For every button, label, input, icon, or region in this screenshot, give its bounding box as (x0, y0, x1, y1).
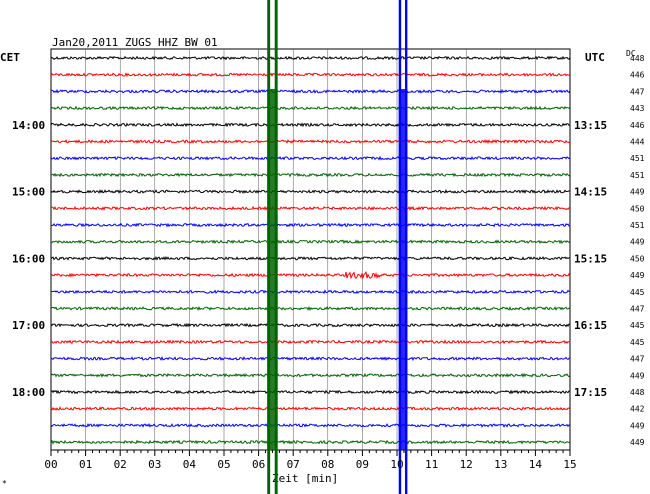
trace-row (50, 406, 571, 412)
dc-header-label: DC (626, 49, 636, 58)
dc-value: 449 (630, 421, 645, 430)
trace-row (50, 88, 571, 94)
x-tick-label: 07 (287, 458, 300, 471)
dc-value: 447 (630, 355, 645, 364)
dc-value: 451 (630, 221, 645, 230)
left-hour-label: 16:00 (12, 252, 45, 265)
x-tick-label: 11 (425, 458, 438, 471)
trace-row (50, 255, 571, 261)
x-tick-label: 12 (460, 458, 473, 471)
dc-value: 442 (630, 405, 645, 414)
x-tick-label: 06 (252, 458, 265, 471)
right-hour-label: 16:15 (574, 319, 607, 332)
right-hour-labels: 13:15 14:15 15:15 16:15 17:15 (574, 119, 607, 399)
left-timezone-label: CET (0, 51, 20, 64)
dc-value: 449 (630, 438, 645, 447)
dc-value: 449 (630, 271, 645, 280)
dc-value: 447 (630, 305, 645, 314)
dc-value-labels: 448 446 447 443 446 444 451 451 449 450 451 449 450 4… (630, 54, 645, 447)
trace-row (50, 355, 571, 362)
x-tick-label: 05 (217, 458, 230, 471)
x-tick-label: 15 (563, 458, 576, 471)
x-tick-label: 04 (183, 458, 197, 471)
right-hour-label: 17:15 (574, 386, 607, 399)
trace-row (50, 72, 571, 78)
trace-row (50, 189, 571, 195)
trace-row (50, 122, 570, 128)
dc-value: 450 (630, 204, 645, 213)
x-tick-label: 08 (321, 458, 334, 471)
trace-row (50, 372, 571, 378)
x-tick-label: 01 (79, 458, 92, 471)
dc-value: 449 (630, 238, 645, 247)
dc-value: 446 (630, 121, 645, 130)
dc-value: 445 (630, 338, 645, 347)
trace-row (50, 271, 571, 280)
dc-value: 451 (630, 171, 645, 180)
event-group (267, 0, 408, 494)
trace-row (50, 239, 571, 245)
left-hour-label: 15:00 (12, 186, 45, 199)
left-hour-label: 17:00 (12, 319, 45, 332)
x-tick-label: 00 (44, 458, 57, 471)
dc-value: 444 (630, 138, 645, 147)
trace-row (50, 172, 571, 178)
dc-value: 450 (630, 254, 645, 263)
dc-value: 446 (630, 71, 645, 80)
trace-row (50, 139, 571, 144)
chart-title: Jan20,2011 ZUGS HHZ BW 01 (52, 36, 218, 49)
trace-row (50, 423, 571, 428)
trace-row (50, 105, 571, 111)
left-hour-label: 18:00 (12, 386, 45, 399)
x-tick-label: 03 (148, 458, 161, 471)
x-tick-label: 10 (390, 458, 403, 471)
dc-value: 443 (630, 104, 645, 113)
x-tick-label: 13 (494, 458, 507, 471)
trace-row (50, 205, 571, 211)
green-event-core (267, 89, 278, 450)
grid-lines (50, 48, 571, 451)
trace-row (50, 289, 571, 295)
trace-row (50, 55, 571, 61)
left-hour-label: 14:00 (12, 119, 45, 132)
right-hour-label: 15:15 (574, 252, 607, 265)
dc-value: 448 (630, 54, 645, 63)
x-axis: 00 01 02 03 04 05 06 07 08 09 10 11 12 13 14 15 (44, 450, 577, 471)
trace-row (50, 339, 571, 345)
dc-value: 451 (630, 154, 645, 163)
left-hour-labels: 14:00 15:00 16:00 17:00 18:00 (12, 119, 45, 399)
trace-row (50, 222, 571, 228)
dc-value: 445 (630, 321, 645, 330)
trace-row (50, 389, 571, 395)
dc-value: 448 (630, 388, 645, 397)
dc-value: 447 (630, 87, 645, 96)
dc-value: 449 (630, 188, 645, 197)
trace-row (50, 155, 571, 161)
x-tick-label: 14 (529, 458, 543, 471)
right-hour-label: 14:15 (574, 186, 607, 199)
right-timezone-label: UTC (585, 51, 605, 64)
plot-frame (50, 48, 571, 451)
x-axis-label: Zeit [min] (272, 472, 338, 485)
x-tick-label: 02 (114, 458, 127, 471)
trace-group (50, 55, 571, 445)
footnote-mark: * (2, 479, 7, 488)
trace-row (50, 322, 571, 328)
blue-event-core (398, 89, 408, 450)
x-tick-label: 09 (356, 458, 369, 471)
right-hour-label: 13:15 (574, 119, 607, 132)
dc-value: 449 (630, 371, 645, 380)
trace-row (50, 305, 571, 312)
trace-row (50, 439, 571, 445)
dc-value: 445 (630, 288, 645, 297)
